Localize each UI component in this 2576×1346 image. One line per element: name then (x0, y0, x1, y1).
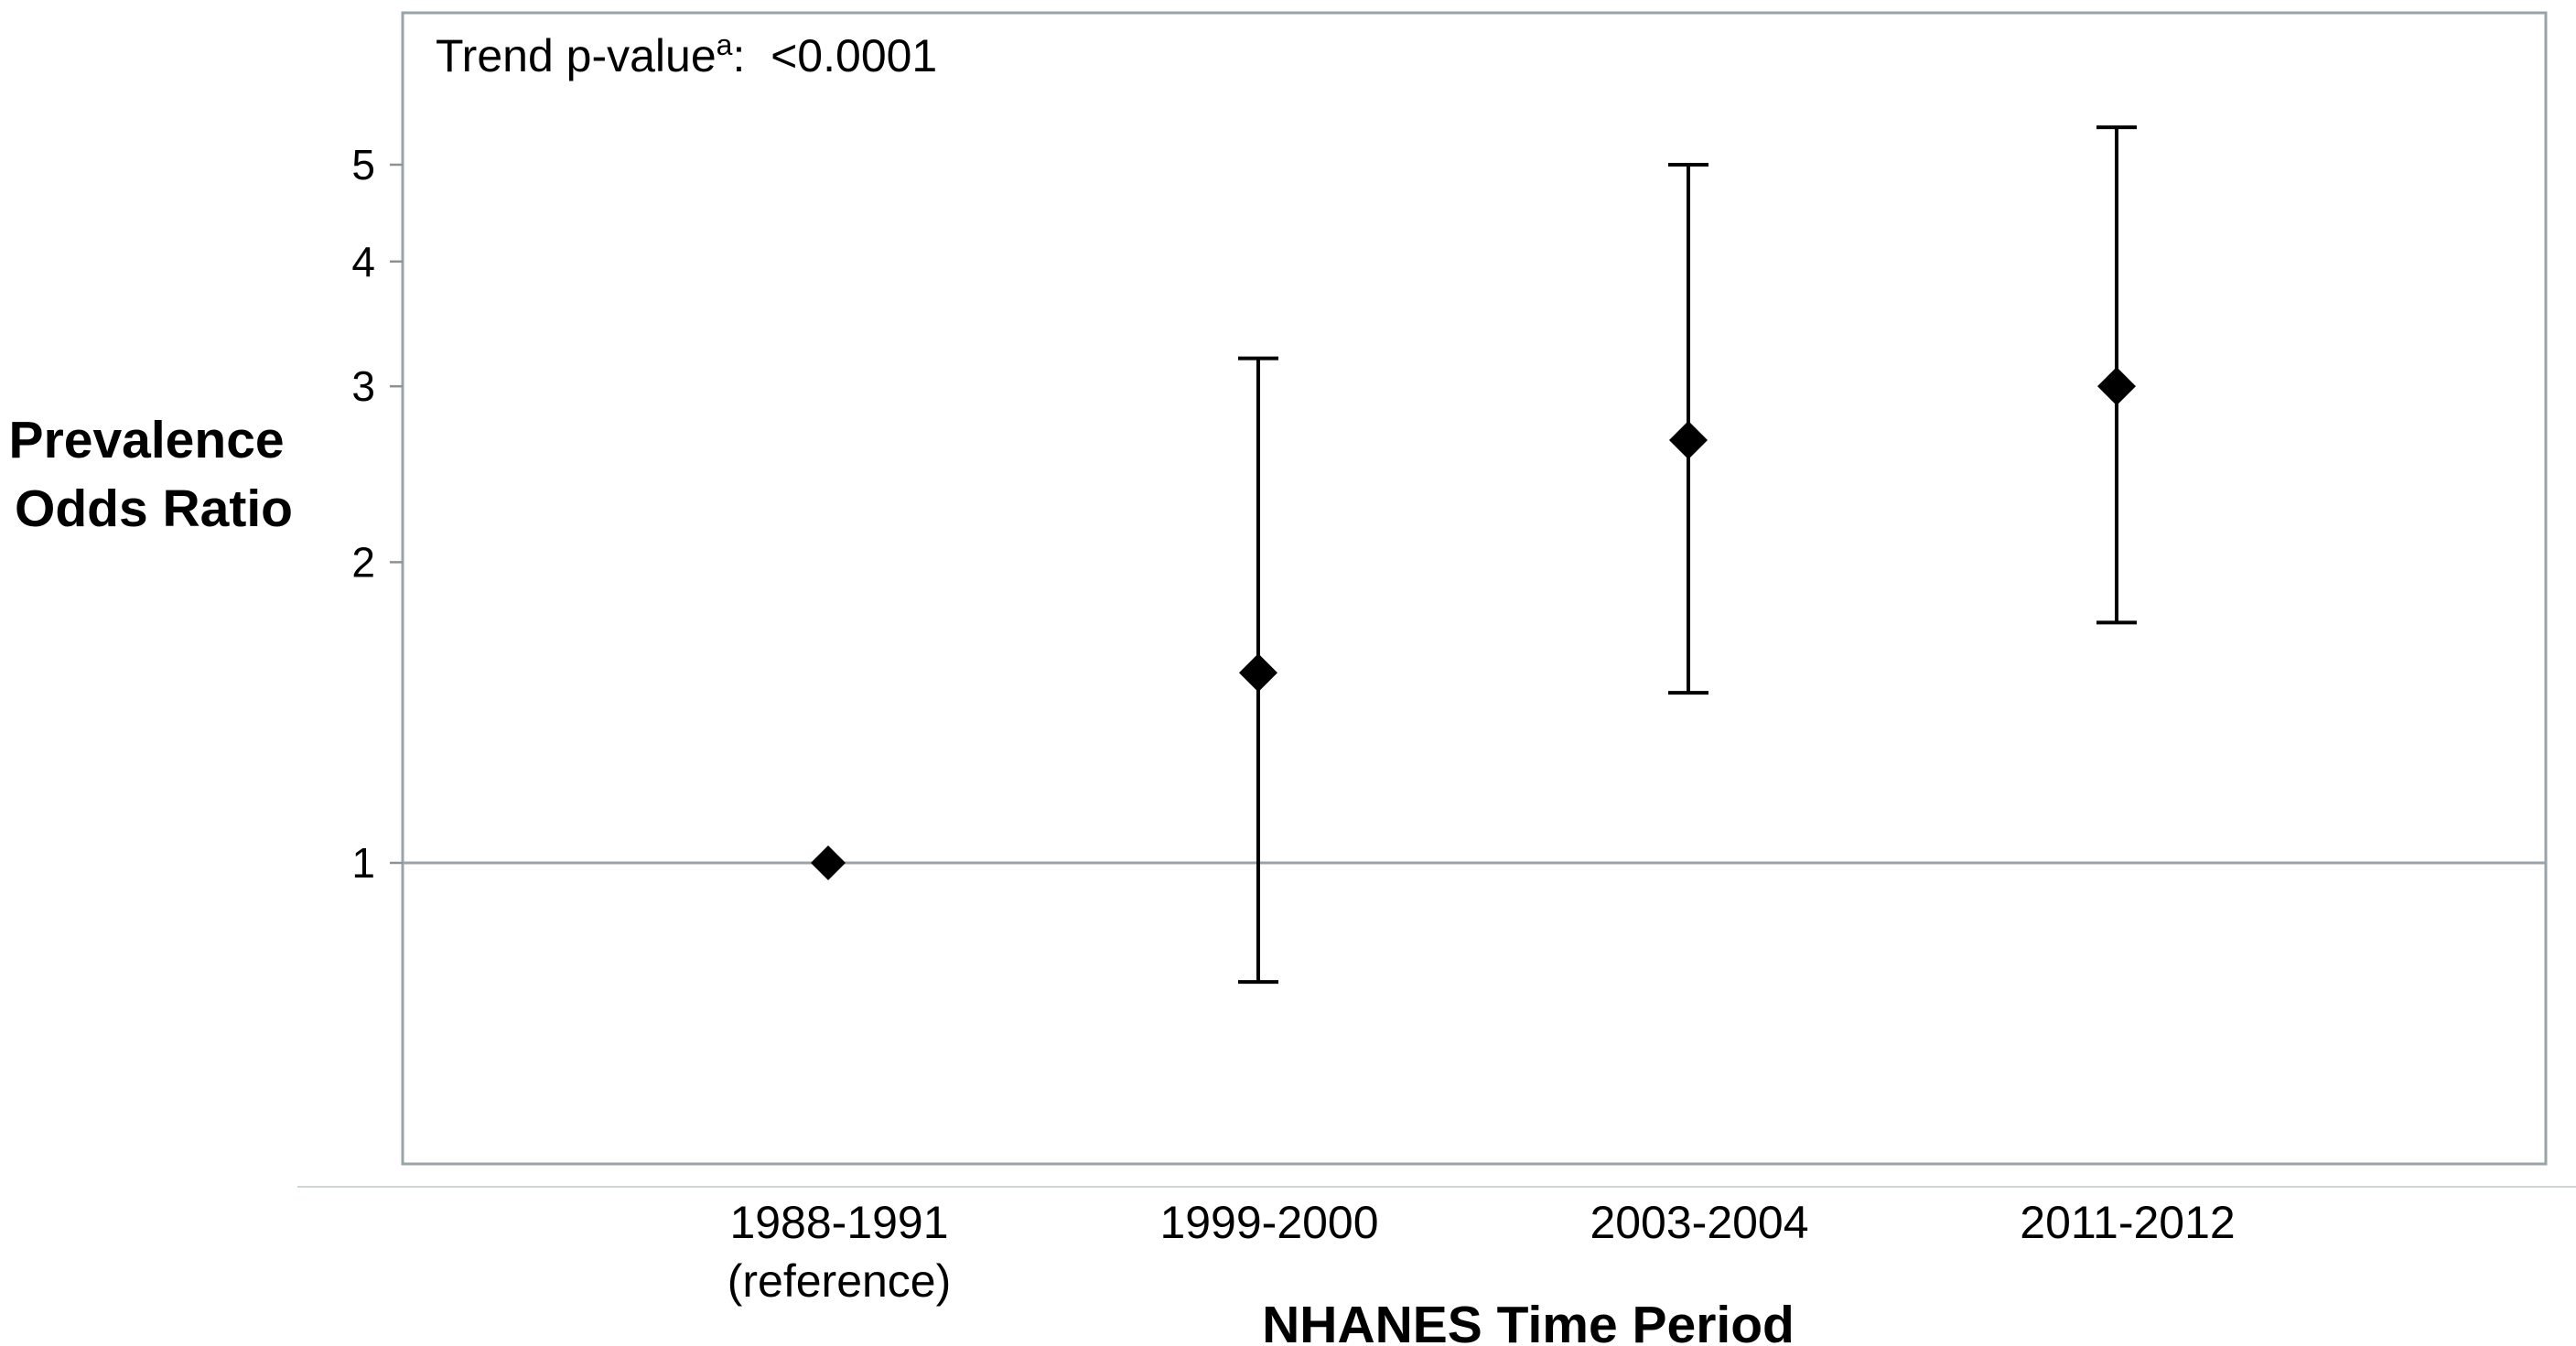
x-tick-label-0-line2: (reference) (728, 1255, 952, 1307)
y-tick-label-2: 3 (351, 362, 375, 410)
y-tick-label-3: 4 (351, 238, 375, 285)
point-marker-1 (1239, 653, 1277, 693)
point-marker-0 (811, 845, 846, 880)
x-axis-tick-labels: 1988-1991 (reference) 1999-2000 2003-2004 20… (728, 1197, 2236, 1307)
x-axis-title: NHANES Time Period (1262, 1296, 1795, 1346)
x-tick-label-2: 2003-2004 (1590, 1197, 1808, 1248)
x-tick-label-3: 2011-2012 (2020, 1197, 2235, 1248)
plot-area (401, 11, 2548, 1166)
point-marker-3 (2097, 367, 2136, 406)
x-tick-label-1: 1999-2000 (1159, 1197, 1378, 1248)
y-axis-ticks: 1 2 3 4 5 (351, 141, 403, 887)
point-marker-2 (1669, 420, 1708, 459)
error-bars (1238, 125, 2137, 985)
y-tick-label-0: 1 (351, 839, 375, 887)
trend-annotation: Trend p-valuea: <0.0001 (436, 28, 937, 81)
y-tick-label-4: 5 (351, 141, 375, 188)
y-tick-label-1: 2 (351, 538, 375, 586)
y-axis-title: Prevalence Odds Ratio (9, 411, 299, 538)
point-markers (811, 367, 2136, 880)
x-tick-label-0: 1988-1991 (729, 1197, 948, 1248)
